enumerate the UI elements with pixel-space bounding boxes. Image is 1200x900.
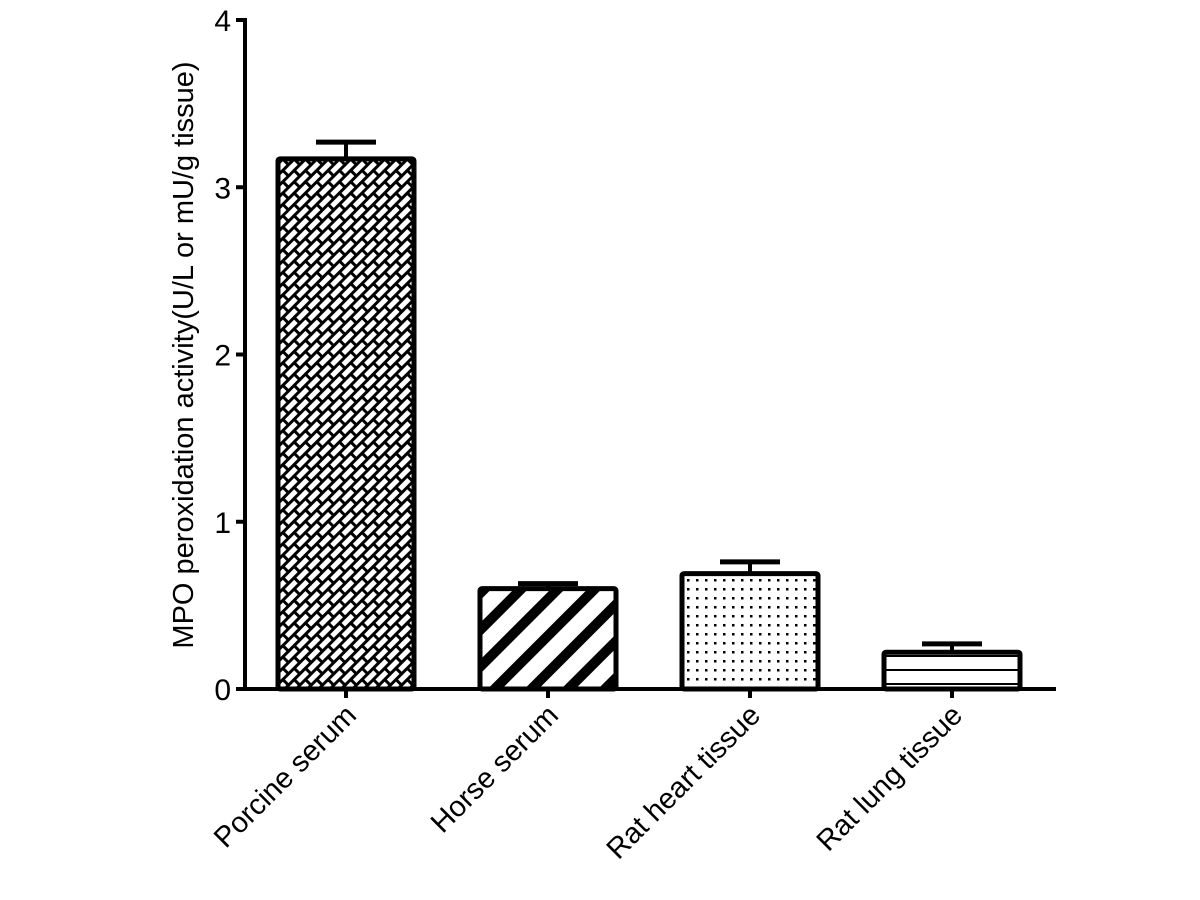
bar-horse-serum: [477, 581, 619, 692]
bar-rat-heart-tissue: [679, 559, 821, 692]
bar-rect: [679, 571, 821, 692]
y-axis-title-group: MPO peroxidation activity(U/L or mU/g ti…: [168, 61, 200, 648]
x-tick-label: Rat lung tissue: [811, 699, 969, 857]
bar-rect: [275, 156, 417, 692]
x-tick-label: Horse serum: [425, 699, 565, 839]
x-tick-label: Porcine serum: [208, 699, 363, 854]
y-tick-label: 0: [214, 674, 231, 707]
y-axis-title: MPO peroxidation activity(U/L or mU/g ti…: [168, 61, 200, 648]
bar-rect: [881, 649, 1023, 692]
plot-area: Porcine serum Horse serum Rat heart tissue…: [208, 5, 1056, 866]
bar-porcine-serum: [275, 139, 417, 692]
x-tick-label: Rat heart tissue: [601, 699, 767, 865]
y-tick-label: 2: [214, 340, 231, 373]
y-tick-label: 1: [214, 507, 231, 540]
y-tick-label: 4: [214, 5, 231, 38]
bar-rat-lung-tissue: [881, 641, 1023, 692]
bar-rect: [477, 586, 619, 692]
y-tick-label: 3: [214, 172, 231, 205]
